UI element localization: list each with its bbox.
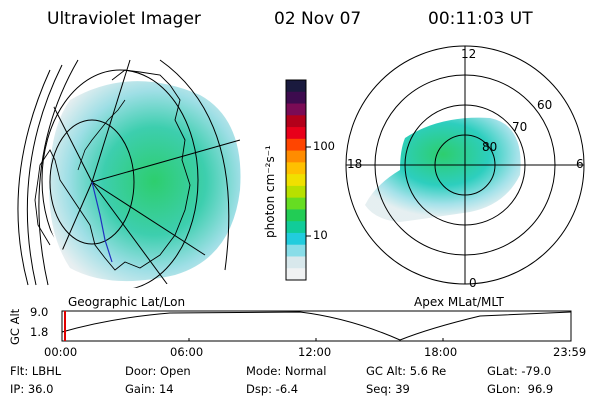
colorbar-band xyxy=(286,103,306,116)
timeline-xtick-2359: 23:59 xyxy=(553,345,587,359)
timeline-xtick-1800: 18:00 xyxy=(424,345,458,359)
latitude-ring-inner xyxy=(49,119,135,245)
colorbar-band xyxy=(286,150,306,163)
coastline xyxy=(77,99,126,171)
colorbar-band xyxy=(286,244,306,257)
ice-shelf-line xyxy=(91,181,113,263)
meridian-line xyxy=(91,181,171,288)
colorbar-band xyxy=(286,127,306,140)
aurora-emission-right xyxy=(365,117,521,222)
timeline-xtick-0000: 00:00 xyxy=(44,345,78,359)
colorbar-band xyxy=(286,221,306,234)
timeline-plot xyxy=(61,310,572,342)
status-gain: Gain: 14 xyxy=(125,382,174,396)
mlat-label-60: 60 xyxy=(537,98,553,112)
mlt-label-0: 0 xyxy=(469,276,477,290)
status-seq: Seq: 39 xyxy=(366,382,410,396)
colorbar-band xyxy=(286,268,306,281)
mlat-label-80: 80 xyxy=(482,140,498,154)
latitude-ring-mid xyxy=(41,69,199,288)
status-dsp: Dsp: -6.4 xyxy=(246,382,299,396)
latitude-arc xyxy=(38,59,79,286)
latitude-arc xyxy=(159,59,230,271)
timeline-ytick-9: 9.0 xyxy=(30,305,49,319)
date-label: 02 Nov 07 xyxy=(274,9,362,29)
colorbar xyxy=(286,80,306,281)
time-label: 00:11:03 UT xyxy=(428,9,533,29)
colorbar-band xyxy=(286,232,306,246)
geographic-caption: Geographic Lat/Lon xyxy=(68,295,186,309)
status-glon: GLon: 96.9 xyxy=(487,382,554,396)
latitude-arc xyxy=(17,69,51,286)
colorbar-band xyxy=(286,197,306,210)
latitude-arc xyxy=(26,64,63,286)
colorbar-units-label: photon cm⁻²s⁻¹ xyxy=(263,145,277,238)
colorbar-frame xyxy=(285,79,307,281)
colorbar-band xyxy=(286,115,306,128)
status-glat: GLat: -79.0 xyxy=(487,364,552,378)
mlat-label-70: 70 xyxy=(512,120,528,134)
colorbar-band xyxy=(286,138,306,152)
mlt-label-6: 6 xyxy=(576,157,584,171)
colorbar-tick-100: 100 xyxy=(313,139,335,153)
meridian-line xyxy=(91,181,206,256)
timeline-xtick-0600: 06:00 xyxy=(170,345,204,359)
status-door: Door: Open xyxy=(125,364,191,378)
app-title: Ultraviolet Imager xyxy=(47,9,201,29)
aurora-emission-left xyxy=(49,81,241,282)
colorbar-tick-10: 10 xyxy=(313,228,328,242)
status-gc-alt: GC Alt: 5.6 Re xyxy=(366,364,447,378)
mlt-label-12: 12 xyxy=(461,47,477,61)
colorbar-band xyxy=(286,174,306,187)
coastline xyxy=(34,69,191,271)
status-filter: Flt: LBHL xyxy=(10,364,62,378)
mlt-label-18: 18 xyxy=(347,157,363,171)
status-ip: IP: 36.0 xyxy=(10,382,54,396)
geographic-map xyxy=(17,59,241,288)
colorbar-band xyxy=(286,91,306,105)
timeline-axis-label: GC Alt xyxy=(8,308,22,345)
colorbar-band xyxy=(286,162,306,175)
colorbar-band xyxy=(286,256,306,269)
meridian-line xyxy=(91,59,131,183)
colorbar-band xyxy=(286,209,306,222)
colorbar-band xyxy=(286,185,306,199)
timeline-xtick-1200: 12:00 xyxy=(298,345,332,359)
gc-altitude-curve xyxy=(61,311,572,341)
meridian-line xyxy=(91,139,241,183)
status-mode: Mode: Normal xyxy=(246,364,327,378)
apex-polar-plot xyxy=(345,45,585,285)
timeline-ytick-1_8: 1.8 xyxy=(30,325,49,339)
colorbar-band xyxy=(286,80,306,93)
apex-caption: Apex MLat/MLT xyxy=(414,295,504,309)
